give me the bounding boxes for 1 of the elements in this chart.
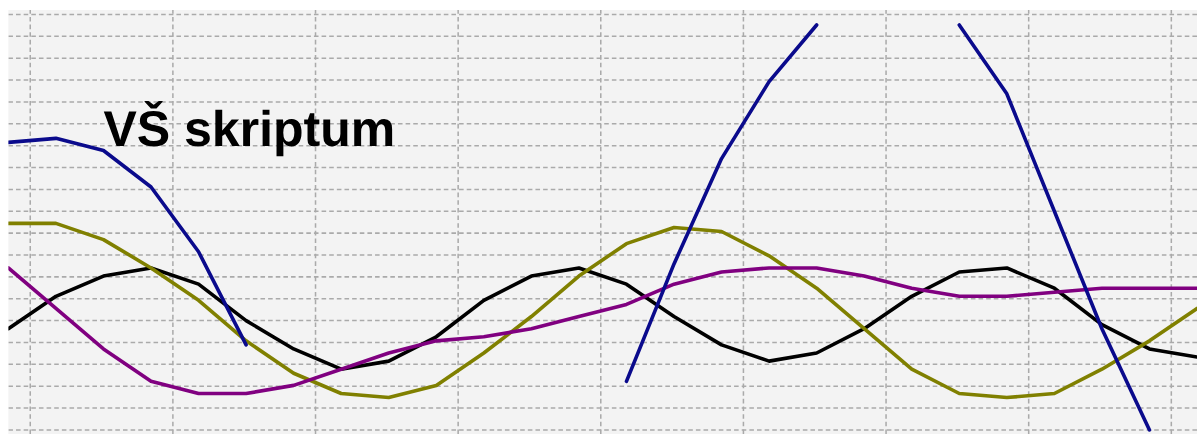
text: VŠ skriptum xyxy=(103,101,393,157)
